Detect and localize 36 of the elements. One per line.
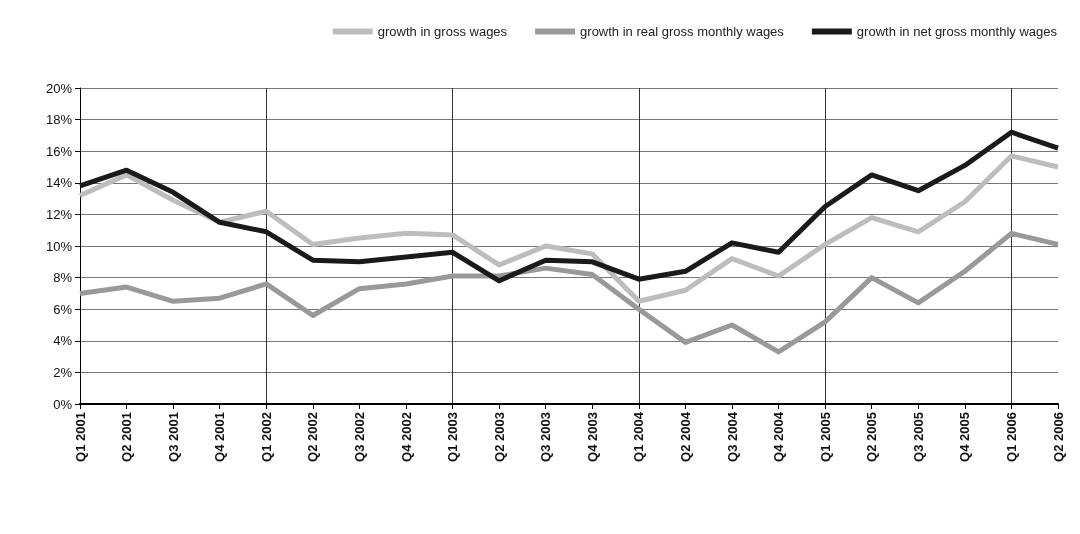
x-tick-label: Q4 2004 (771, 411, 787, 462)
legend-label: growth in net gross monthly wages (856, 24, 1058, 39)
y-tick-label: 4% (53, 333, 73, 349)
x-tick-label: Q4 2003 (584, 412, 600, 462)
x-tick-label: Q3 2003 (538, 412, 554, 462)
x-tick-label: Q1 2006 (1003, 412, 1019, 462)
y-tick-label: 20% (45, 80, 73, 96)
y-tick-label: 2% (53, 364, 73, 380)
y-tick-label: 12% (45, 206, 73, 222)
x-tick-label: Q2 2001 (119, 412, 135, 462)
x-tick-label: Q1 2005 (817, 412, 833, 462)
y-tick-label: 16% (45, 143, 73, 159)
x-tick-label: Q1 2003 (445, 412, 461, 462)
y-tick-label: 10% (45, 238, 73, 254)
x-tick-label: Q4 2005 (957, 412, 973, 462)
y-tick-label: 0% (53, 396, 73, 412)
legend-label: growth in real gross monthly wages (580, 24, 785, 39)
y-tick-label: 18% (45, 112, 73, 128)
x-tick-label: Q4 2002 (398, 412, 414, 462)
x-tick-label: Q1 2004 (631, 411, 647, 462)
x-tick-label: Q4 2001 (212, 412, 228, 462)
y-tick-label: 8% (53, 270, 73, 286)
x-tick-label: Q1 2001 (72, 412, 88, 462)
x-tick-label: Q2 2002 (305, 412, 321, 462)
y-tick-label: 6% (53, 301, 73, 317)
x-tick-label: Q3 2004 (724, 411, 740, 462)
x-tick-label: Q2 2005 (864, 412, 880, 462)
x-tick-label: Q2 2003 (491, 412, 507, 462)
x-tick-label: Q3 2001 (165, 412, 181, 462)
x-tick-label: Q2 2004 (677, 411, 693, 462)
y-tick-label: 14% (45, 175, 73, 191)
legend-label: growth in gross wages (377, 24, 508, 39)
x-tick-label: Q1 2002 (258, 412, 274, 462)
x-tick-label: Q3 2005 (910, 412, 926, 462)
x-tick-label: Q3 2002 (351, 412, 367, 462)
x-tick-label: Q2 2006 (1050, 412, 1066, 462)
